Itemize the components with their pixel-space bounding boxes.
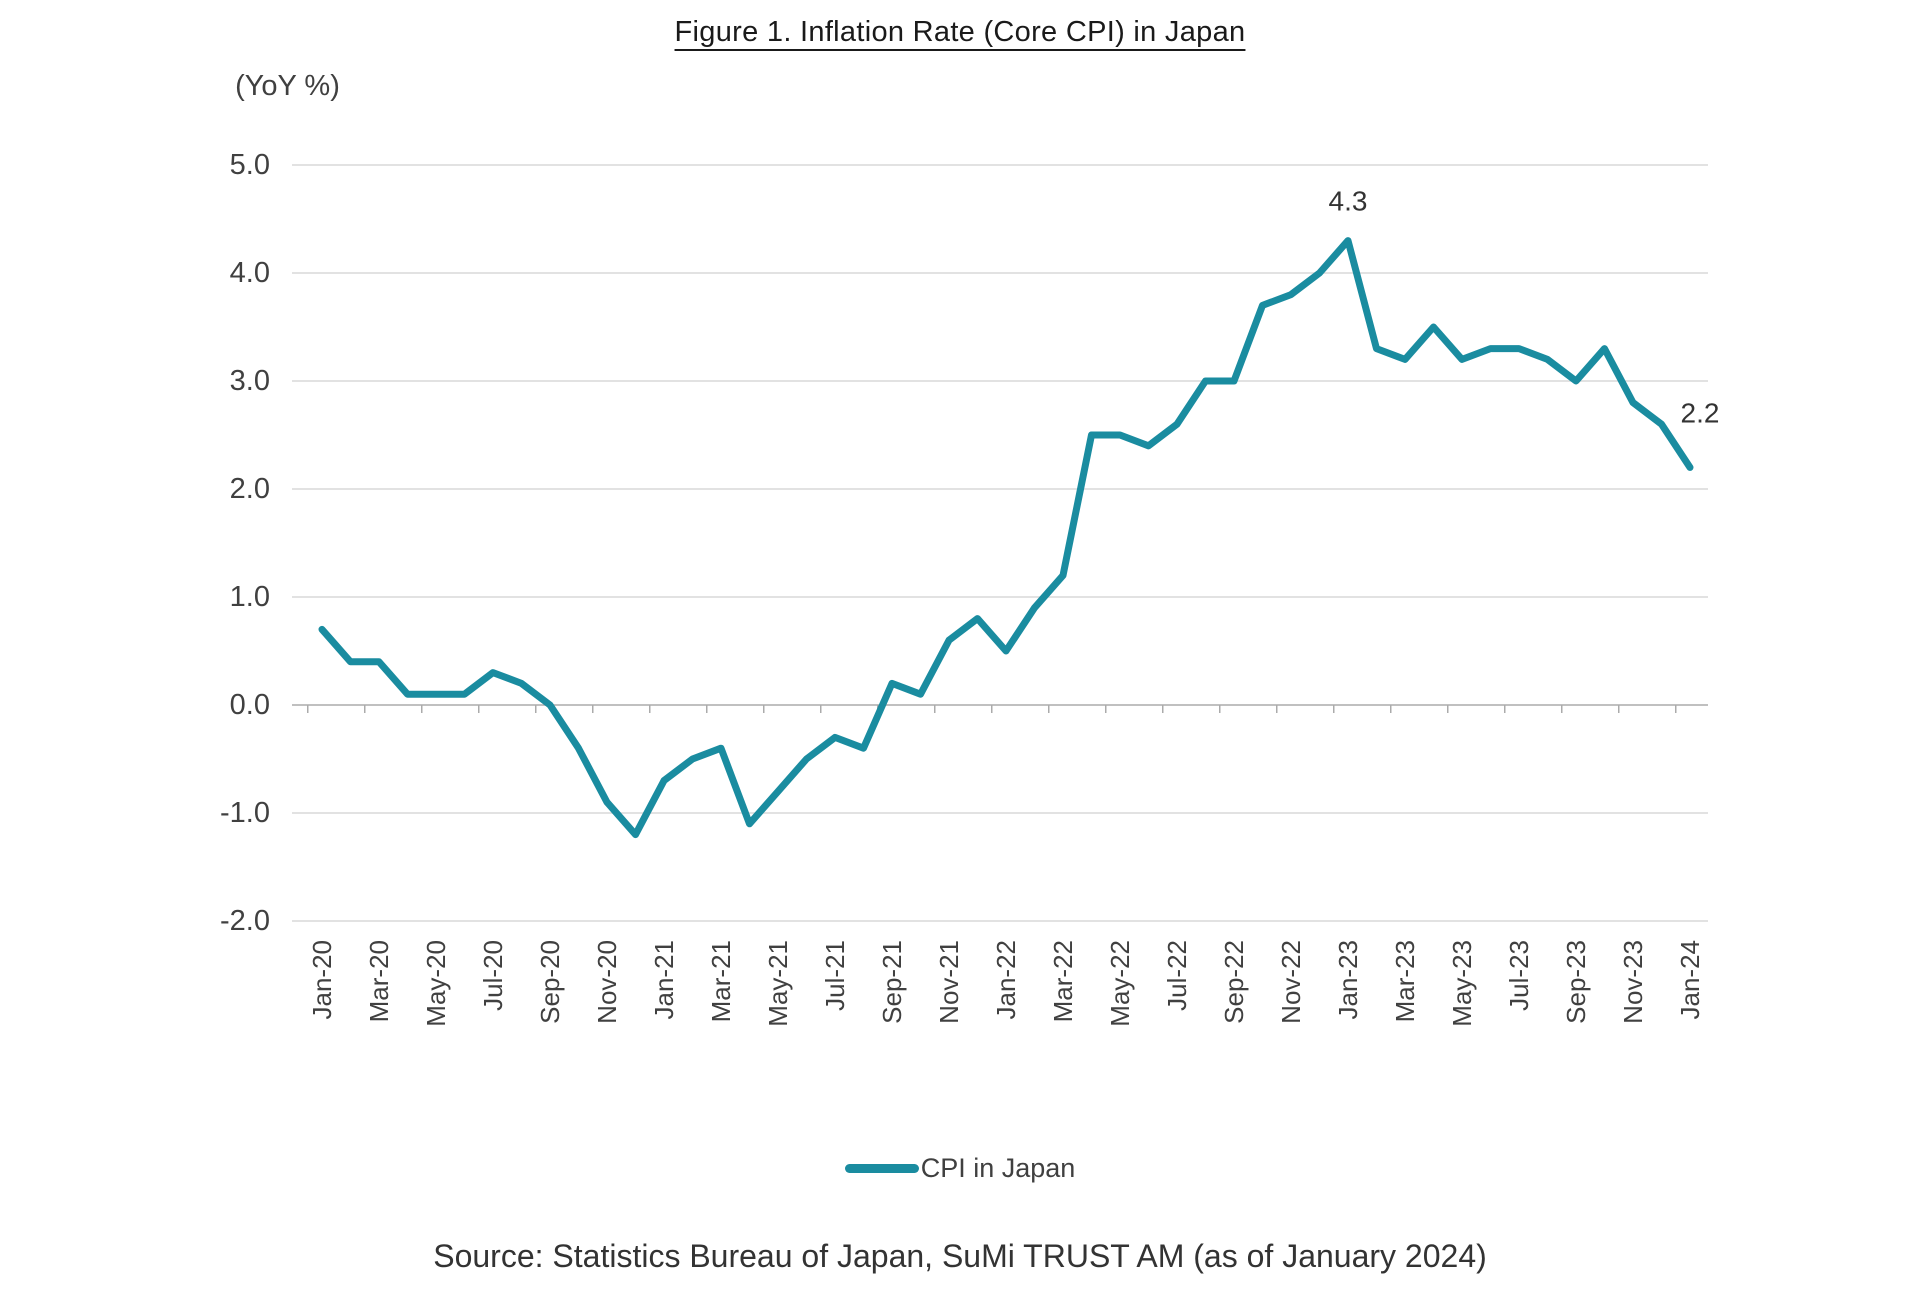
x-axis-month-label: Jul-20 [478, 940, 508, 1011]
x-axis-month-label: Sep-23 [1561, 940, 1591, 1024]
x-axis-month-label: Sep-21 [877, 940, 907, 1024]
legend: CPI in Japan [0, 1150, 1920, 1186]
x-axis-month-label: Mar-22 [1048, 940, 1078, 1022]
x-axis-month-label: Nov-20 [592, 940, 622, 1024]
x-axis-month-label: Jan-23 [1333, 940, 1363, 1020]
cpi-line-series [318, 237, 1694, 839]
x-axis-month-label: May-20 [421, 940, 451, 1027]
x-axis-month-label: Jul-22 [1162, 940, 1192, 1011]
x-axis-month-label: Jan-21 [649, 940, 679, 1020]
x-axis-month-label: Mar-20 [364, 940, 394, 1022]
legend-line-swatch-icon [844, 1163, 919, 1173]
chart-title-text: Figure 1. Inflation Rate (Core CPI) in J… [674, 16, 1246, 48]
x-axis-month-label: Nov-22 [1276, 940, 1306, 1024]
x-axis-month-label: Jan-24 [1675, 940, 1705, 1020]
y-axis-unit-label: (YoY %) [235, 70, 340, 102]
legend-series-label: CPI in Japan [920, 1152, 1076, 1183]
data-point-annotation: 4.3 [1329, 186, 1368, 217]
y-axis-tick-label: 1.0 [230, 581, 270, 613]
y-axis-tick-label: -2.0 [220, 905, 270, 937]
x-axis-month-label: Nov-23 [1618, 940, 1648, 1024]
x-axis-month-label: Jan-20 [307, 940, 337, 1020]
x-axis-month-label: Jul-23 [1504, 940, 1534, 1011]
x-axis-month-label: Sep-20 [535, 940, 565, 1024]
chart-title: Figure 1. Inflation Rate (Core CPI) in J… [0, 16, 1920, 49]
y-axis-tick-label: 2.0 [230, 473, 270, 505]
x-axis-month-label: Sep-22 [1219, 940, 1249, 1024]
x-axis-month-label: Mar-21 [706, 940, 736, 1022]
source-note: Source: Statistics Bureau of Japan, SuMi… [433, 1238, 1487, 1274]
x-axis-month-label: May-21 [763, 940, 793, 1027]
y-axis-tick-label: 3.0 [230, 365, 270, 397]
x-axis-month-label: Mar-23 [1390, 940, 1420, 1022]
y-axis-tick-label: 4.0 [230, 257, 270, 289]
x-axis-month-label: Nov-21 [934, 940, 964, 1024]
y-axis-tick-label: 5.0 [230, 149, 270, 181]
x-axis-month-label: May-22 [1105, 940, 1135, 1027]
x-axis-month-label: Jul-21 [820, 940, 850, 1011]
y-axis-tick-label: 0.0 [230, 689, 270, 721]
x-axis-month-label: May-23 [1447, 940, 1477, 1027]
data-point-annotation: 2.2 [1681, 397, 1720, 428]
y-axis-tick-label: -1.0 [220, 797, 270, 829]
x-axis-month-label: Jan-22 [991, 940, 1021, 1020]
